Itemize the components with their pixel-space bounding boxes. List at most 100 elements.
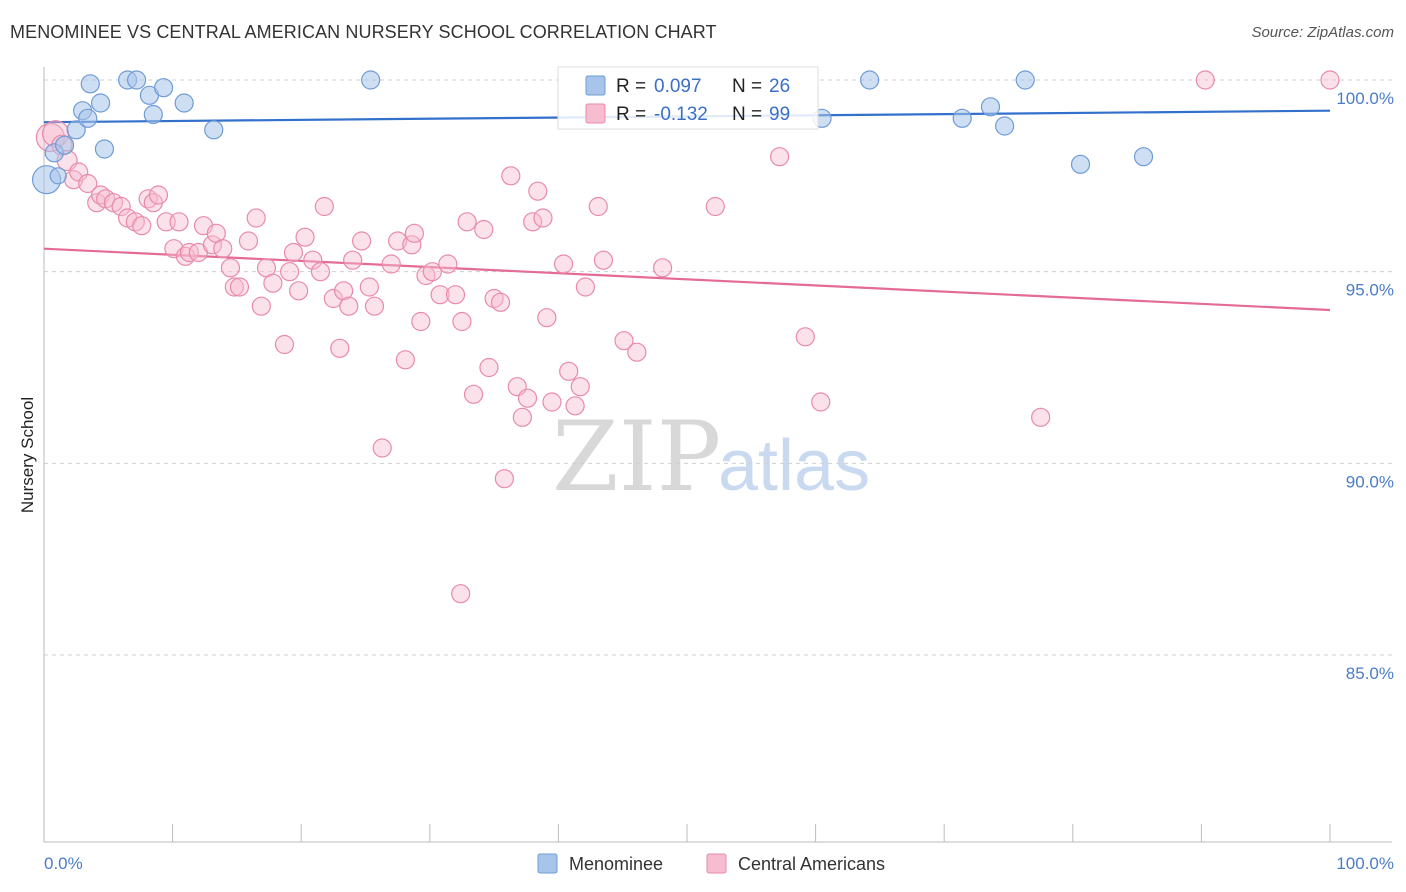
legend-r-value-1: -0.132 xyxy=(654,104,708,125)
point-central-americans xyxy=(422,262,442,282)
point-central-americans xyxy=(652,258,673,278)
point-menominee xyxy=(143,104,163,125)
correlation-legend: R = 0.097 N = 26 R = -0.132 N = 99 xyxy=(557,66,819,130)
point-central-americans xyxy=(220,258,241,278)
legend-r-label-1: R = xyxy=(616,104,646,125)
point-central-americans xyxy=(395,350,415,370)
point-menominee xyxy=(153,78,174,98)
watermark-atlas: atlas xyxy=(718,426,870,506)
point-central-americans xyxy=(280,262,300,282)
point-menominee xyxy=(1133,147,1154,167)
point-central-americans xyxy=(138,189,158,209)
point-central-americans xyxy=(364,296,385,316)
point-central-americans xyxy=(295,227,315,247)
legend-series-central-americans: Central Americans xyxy=(738,854,885,874)
point-central-americans xyxy=(463,384,484,404)
point-menominee xyxy=(361,70,381,90)
point-central-americans xyxy=(430,285,450,305)
data-points xyxy=(31,70,1340,604)
point-central-americans xyxy=(314,196,334,217)
point-central-americans xyxy=(517,388,538,408)
point-central-americans xyxy=(593,250,614,270)
watermark-zip: ZIP xyxy=(552,401,721,513)
y-tick-label: 100.0% xyxy=(1336,89,1394,108)
point-central-americans xyxy=(501,166,521,186)
grid-lines xyxy=(44,79,1392,656)
point-central-americans xyxy=(559,361,579,381)
point-central-americans xyxy=(523,212,543,232)
legend-swatch-menominee-bottom xyxy=(537,853,558,874)
point-menominee xyxy=(174,93,194,113)
series-legend: Menominee Central Americans xyxy=(537,853,885,874)
point-central-americans xyxy=(334,281,354,301)
point-central-americans xyxy=(404,223,424,243)
point-central-americans xyxy=(588,196,608,217)
point-central-americans xyxy=(111,196,131,217)
point-central-americans xyxy=(303,250,323,270)
point-central-americans xyxy=(553,254,574,274)
point-central-americans xyxy=(343,250,363,270)
y-tick-label: 85.0% xyxy=(1346,664,1394,683)
point-central-americans xyxy=(537,308,557,328)
point-central-americans xyxy=(474,219,494,240)
x-tick-label-max: 100.0% xyxy=(1336,854,1394,873)
point-central-americans xyxy=(78,173,98,194)
point-central-americans xyxy=(148,185,169,205)
point-menominee xyxy=(80,74,100,94)
point-central-americans xyxy=(175,246,196,266)
point-central-americans xyxy=(164,239,184,259)
point-central-americans xyxy=(575,277,596,297)
point-central-americans xyxy=(1195,70,1215,90)
legend-swatch-central-americans-bottom xyxy=(706,853,727,874)
legend-r-value-0: 0.097 xyxy=(654,76,702,97)
point-central-americans xyxy=(229,277,250,297)
point-menominee xyxy=(952,108,972,128)
point-central-americans xyxy=(283,242,304,263)
legend-n-value-1: 99 xyxy=(769,104,790,125)
point-central-americans xyxy=(570,377,590,397)
legend-series-menominee: Menominee xyxy=(569,854,663,874)
legend-n-value-0: 26 xyxy=(769,76,790,97)
point-menominee xyxy=(90,93,111,113)
y-axis-title: Nursery School xyxy=(18,397,37,513)
y-tick-labels: 100.0% 95.0% 90.0% 85.0% xyxy=(1336,89,1394,683)
point-central-americans xyxy=(452,311,472,332)
point-central-americans xyxy=(263,273,283,293)
point-central-americans xyxy=(614,331,634,351)
axes xyxy=(43,67,1392,843)
point-central-americans xyxy=(769,147,790,167)
point-menominee xyxy=(1015,70,1035,90)
point-central-americans xyxy=(224,277,244,297)
point-central-americans xyxy=(323,288,343,309)
point-central-americans xyxy=(310,262,331,282)
point-central-americans xyxy=(512,407,532,427)
point-central-americans xyxy=(565,396,585,416)
point-menominee xyxy=(1070,154,1091,174)
point-central-americans xyxy=(411,311,431,332)
point-central-americans xyxy=(246,208,266,228)
point-central-americans xyxy=(289,281,309,301)
point-menominee xyxy=(126,70,147,90)
point-menominee xyxy=(49,167,67,185)
point-central-americans xyxy=(388,231,408,251)
point-central-americans xyxy=(381,254,401,274)
point-central-americans xyxy=(451,584,471,604)
point-menominee xyxy=(860,70,880,90)
point-menominee xyxy=(94,139,115,159)
point-central-americans xyxy=(627,342,647,362)
point-menominee xyxy=(980,97,1001,117)
point-central-americans xyxy=(445,285,466,305)
point-central-americans xyxy=(479,357,499,378)
point-central-americans xyxy=(132,216,152,236)
point-central-americans xyxy=(457,212,477,232)
source-label: Source: ZipAtlas.com xyxy=(1251,24,1394,41)
point-menominee xyxy=(54,135,75,155)
point-menominee xyxy=(995,116,1015,136)
point-central-americans xyxy=(528,181,548,201)
point-central-americans xyxy=(494,469,514,489)
legend-r-label-0: R = xyxy=(616,76,646,97)
chart-title: MENOMINEE VS CENTRAL AMERICAN NURSERY SC… xyxy=(10,22,717,42)
point-central-americans xyxy=(438,254,458,274)
point-central-americans xyxy=(1031,407,1051,427)
